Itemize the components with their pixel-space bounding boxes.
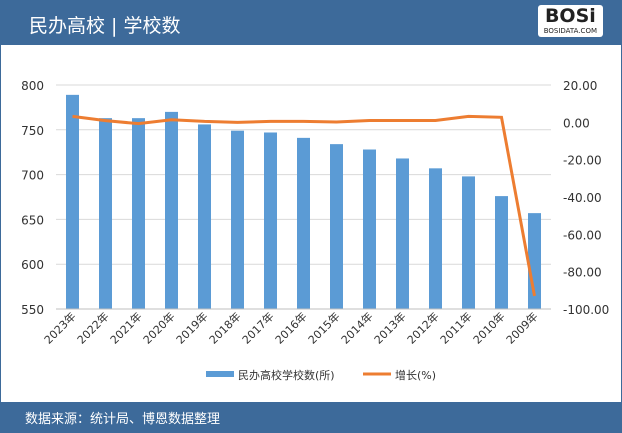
x-tick-label: 2018年 bbox=[206, 309, 243, 346]
x-tick-label: 2017年 bbox=[239, 309, 276, 346]
left-tick-label: 650 bbox=[21, 213, 44, 227]
right-tick-label: -20.00 bbox=[563, 154, 602, 168]
bar-2013年 bbox=[396, 158, 409, 309]
left-tick-label: 800 bbox=[21, 79, 44, 93]
bar-2015年 bbox=[330, 144, 343, 309]
x-tick-label: 2011年 bbox=[437, 309, 474, 346]
footer-bar: 数据来源：统计局、博恩数据整理 bbox=[1, 402, 621, 432]
bar-2020年 bbox=[165, 111, 178, 309]
bar-2016年 bbox=[297, 137, 310, 309]
x-tick-label: 2015年 bbox=[305, 309, 342, 346]
bar-2012年 bbox=[429, 168, 442, 309]
x-tick-label: 2019年 bbox=[173, 309, 210, 346]
right-tick-label: -100.00 bbox=[563, 303, 609, 317]
left-tick-label: 750 bbox=[21, 124, 44, 138]
x-tick-label: 2016年 bbox=[272, 309, 309, 346]
right-tick-label: -60.00 bbox=[563, 228, 602, 242]
x-tick-label: 2014年 bbox=[338, 309, 375, 346]
bar-2019年 bbox=[198, 124, 211, 309]
data-source: 数据来源：统计局、博恩数据整理 bbox=[25, 412, 221, 427]
left-tick-label: 700 bbox=[21, 169, 44, 183]
left-tick-label: 600 bbox=[21, 258, 44, 272]
bar-2021年 bbox=[132, 118, 145, 309]
right-tick-label: -40.00 bbox=[563, 191, 602, 205]
bar-2017年 bbox=[264, 132, 277, 309]
x-tick-label: 2013年 bbox=[371, 309, 408, 346]
bar-2010年 bbox=[495, 196, 508, 309]
x-tick-label: 2021年 bbox=[107, 309, 144, 346]
x-tick-label: 2010年 bbox=[470, 309, 507, 346]
bar-2014年 bbox=[363, 149, 376, 309]
x-tick-label: 2022年 bbox=[74, 309, 111, 346]
bar-2018年 bbox=[231, 130, 244, 309]
x-tick-label: 2023年 bbox=[41, 309, 78, 346]
right-tick-label: 0.00 bbox=[563, 116, 590, 130]
logo-subtext: BOSIDATA.COM bbox=[543, 27, 597, 35]
x-tick-label: 2009年 bbox=[503, 309, 540, 346]
legend-label-line: 增长(%) bbox=[395, 368, 436, 382]
legend-swatch-bar bbox=[206, 371, 234, 377]
x-tick-label: 2012年 bbox=[404, 309, 441, 346]
header-bar: 民办高校 | 学校数 BOSi BOSIDATA.COM bbox=[1, 1, 621, 45]
right-tick-label: -80.00 bbox=[563, 266, 602, 280]
chart-title: 民办高校 | 学校数 bbox=[29, 15, 181, 37]
right-tick-label: 20.00 bbox=[563, 79, 597, 93]
combo-chart: 550 600 650 700 750 800 -100.00 -80.00 -60.00 -40… bbox=[21, 79, 609, 382]
left-tick-label: 550 bbox=[21, 303, 44, 317]
bar-2011年 bbox=[462, 176, 475, 309]
x-tick-label: 2020年 bbox=[140, 309, 177, 346]
growth-line bbox=[72, 114, 536, 297]
bar-2022年 bbox=[99, 118, 112, 309]
bar-2023年 bbox=[66, 94, 79, 309]
logo-text: BOSi bbox=[544, 5, 596, 27]
bosi-logo: BOSi BOSIDATA.COM bbox=[537, 5, 603, 37]
legend-label-bar: 民办高校学校数(所) bbox=[238, 368, 335, 382]
